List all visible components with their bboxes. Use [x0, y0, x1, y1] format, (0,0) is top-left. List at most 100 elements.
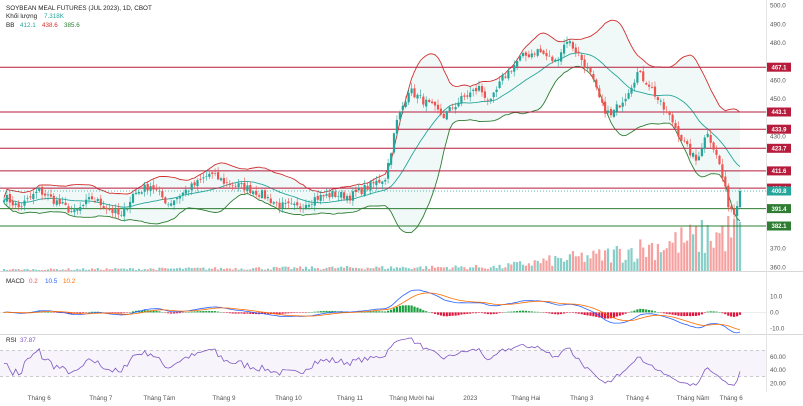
volume-bar — [134, 270, 138, 271]
candle-body — [79, 206, 82, 211]
volume-bar — [70, 270, 73, 271]
macd-histogram-bar — [492, 312, 495, 315]
rsi-line — [4, 337, 741, 386]
candle-body — [123, 208, 126, 217]
candle-body — [252, 191, 255, 195]
candle-body — [460, 95, 463, 104]
candle-body — [392, 133, 396, 153]
level-tag — [767, 62, 791, 72]
candle-body — [606, 110, 610, 113]
candle-body — [316, 195, 319, 200]
macd-histogram-bar — [560, 312, 563, 315]
candle-body — [82, 205, 85, 206]
candle-body — [480, 86, 484, 93]
candle-body — [111, 208, 114, 213]
macd-histogram-bar — [586, 312, 589, 316]
volume-bar — [689, 224, 692, 271]
macd-histogram-bar — [715, 311, 718, 313]
candle-body — [296, 202, 299, 206]
macd-histogram-bar — [293, 312, 296, 313]
volume-bar — [668, 241, 671, 271]
volume-bar — [158, 267, 161, 271]
volume-bar — [260, 269, 264, 271]
candle-body — [99, 198, 102, 206]
volume-bar — [105, 268, 108, 271]
candle-body — [190, 183, 193, 191]
candle-body — [363, 185, 366, 196]
candle-body — [692, 153, 695, 157]
volume-bar — [2, 269, 6, 271]
macd-histogram — [2, 305, 742, 319]
volume-bar — [275, 267, 278, 271]
candle-body — [173, 200, 176, 205]
volume-bar — [82, 268, 85, 271]
macd-histogram-bar — [486, 312, 489, 315]
candle-body — [20, 206, 23, 207]
macd-histogram-bar — [639, 308, 642, 313]
candle-body — [158, 190, 161, 192]
candle-body — [410, 88, 413, 94]
macd-histogram-bar — [636, 309, 639, 313]
candle-body — [709, 135, 712, 143]
volume-bar — [126, 269, 129, 271]
candle-body — [477, 86, 481, 91]
candle-body — [730, 206, 733, 210]
macd-histogram-bar — [178, 312, 181, 314]
candle-body — [346, 196, 349, 201]
macd-histogram-bar — [577, 312, 580, 314]
candle-body — [266, 197, 269, 199]
candle-body — [237, 183, 240, 187]
macd-histogram-bar — [120, 312, 123, 314]
candle-body — [416, 94, 419, 99]
candle-body — [325, 194, 328, 196]
candle-body — [126, 209, 129, 210]
current-price-label: 400.8 — [771, 189, 787, 195]
candle-body — [395, 119, 398, 134]
volume-bar — [337, 267, 340, 271]
macd-histogram-bar — [79, 312, 82, 314]
volume-bar — [404, 267, 407, 271]
volume-bar — [733, 218, 736, 271]
candle-body — [560, 52, 563, 62]
candle-body — [2, 200, 6, 203]
macd-histogram-bar — [90, 311, 94, 313]
volume-bar — [486, 268, 489, 271]
macd-histogram-bar — [413, 306, 416, 313]
volume-bar — [680, 227, 683, 271]
volume-bar — [331, 266, 334, 271]
macd-axis: 10.0 0.0 -10.0 — [770, 294, 785, 333]
volume-bar — [32, 269, 35, 271]
volume-bar — [524, 265, 527, 271]
volume-bar — [586, 255, 589, 271]
macd-tick-label: 10.0 — [770, 294, 783, 301]
level-tag-label: 382.1 — [771, 224, 787, 230]
level-tag-label: 433.9 — [771, 127, 787, 133]
macd-histogram-bar — [466, 312, 469, 314]
volume-bar — [340, 266, 343, 271]
candle-body — [659, 100, 662, 102]
candle-body — [313, 197, 316, 206]
volume-bar — [108, 269, 111, 271]
volume-bar — [580, 252, 583, 271]
candle-body — [548, 55, 551, 57]
candle-body — [360, 187, 363, 195]
candle-body — [680, 135, 683, 141]
candle-body — [724, 176, 727, 187]
macd-histogram-bar — [724, 312, 727, 315]
volume-bar — [85, 269, 88, 271]
candle-body — [304, 204, 308, 209]
volume-bar — [700, 220, 703, 271]
macd-histogram-bar — [609, 312, 613, 319]
volume-bar — [117, 268, 120, 271]
candle-body — [466, 95, 469, 97]
rsi-axis: 60.00 40.00 20.00 — [770, 354, 786, 388]
volume-bar — [167, 268, 170, 271]
level-tags: 467.1443.1433.9423.7411.6402.4391.4382.1… — [767, 62, 791, 231]
macd-histogram-bar — [211, 311, 214, 313]
macd-histogram-bar — [131, 311, 135, 313]
volume-bar — [454, 265, 457, 271]
candle-body — [656, 97, 659, 100]
volume-bar — [93, 269, 96, 271]
volume-bar — [504, 267, 507, 271]
volume-bar — [228, 268, 231, 271]
